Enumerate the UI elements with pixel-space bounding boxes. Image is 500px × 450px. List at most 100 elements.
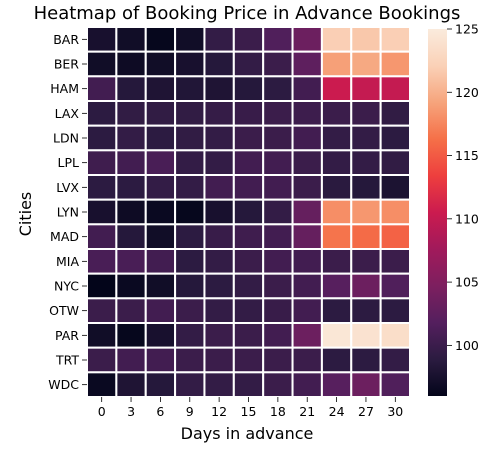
heatmap-cell-ber-24 xyxy=(322,52,351,77)
x-tick-label-24: 24 xyxy=(329,404,345,419)
heatmap-cell-ldn-6 xyxy=(146,126,175,151)
heatmap-cell-lpl-30 xyxy=(381,150,410,175)
heatmap-cell-wdc-21 xyxy=(293,372,322,397)
heatmap-cell-lvx-30 xyxy=(381,175,410,200)
y-tick-label-lax: LAX xyxy=(55,106,80,121)
colorbar-tick-label-100: 100 xyxy=(455,338,479,353)
heatmap-cell-trt-15 xyxy=(234,348,263,373)
heatmap-cell-lax-12 xyxy=(204,101,233,126)
heatmap-cell-lyn-12 xyxy=(204,200,233,225)
heatmap-cell-lax-3 xyxy=(116,101,145,126)
heatmap-cell-wdc-24 xyxy=(322,372,351,397)
heatmap-cell-mia-0 xyxy=(87,249,116,274)
heatmap-cell-trt-24 xyxy=(322,348,351,373)
heatmap-cell-lvx-24 xyxy=(322,175,351,200)
heatmap-cell-lax-18 xyxy=(263,101,292,126)
heatmap-cell-wdc-30 xyxy=(381,372,410,397)
heatmap-cell-lax-0 xyxy=(87,101,116,126)
heatmap-cell-wdc-6 xyxy=(146,372,175,397)
heatmap-cell-ham-0 xyxy=(87,76,116,101)
heatmap-cell-wdc-18 xyxy=(263,372,292,397)
heatmap-cell-trt-30 xyxy=(381,348,410,373)
heatmap-cell-lax-6 xyxy=(146,101,175,126)
heatmap-cell-trt-27 xyxy=(351,348,380,373)
heatmap-cell-lyn-9 xyxy=(175,200,204,225)
heatmap-cell-lyn-24 xyxy=(322,200,351,225)
heatmap-cell-ham-27 xyxy=(351,76,380,101)
y-tick-label-mia: MIA xyxy=(56,254,79,269)
y-tick-label-trt: TRT xyxy=(55,353,79,368)
heatmap-cell-ldn-27 xyxy=(351,126,380,151)
heatmap-cell-bar-0 xyxy=(87,27,116,52)
heatmap-cell-bar-21 xyxy=(293,27,322,52)
heatmap-cell-bar-18 xyxy=(263,27,292,52)
y-tick-label-lpl: LPL xyxy=(58,155,80,170)
heatmap-cell-lvx-6 xyxy=(146,175,175,200)
y-tick-label-mad: MAD xyxy=(50,229,79,244)
colorbar xyxy=(428,29,447,396)
y-axis-label: Cities xyxy=(16,192,35,237)
y-tick-labels: BAR BER HAM LAX LDN LPL LVX LYN MAD MIA NYC OTW PAR T… xyxy=(48,32,87,392)
heatmap-cell-bar-30 xyxy=(381,27,410,52)
heatmap-cell-trt-12 xyxy=(204,348,233,373)
y-tick-label-ldn: LDN xyxy=(53,131,79,146)
heatmap-cell-lpl-0 xyxy=(87,150,116,175)
heatmap-cell-mia-3 xyxy=(116,249,145,274)
heatmap-cell-otw-27 xyxy=(351,298,380,323)
heatmap-cell-mad-6 xyxy=(146,224,175,249)
heatmap-cell-ber-9 xyxy=(175,52,204,77)
heatmap-cell-otw-18 xyxy=(263,298,292,323)
heatmap-cell-wdc-12 xyxy=(204,372,233,397)
heatmap-cell-otw-30 xyxy=(381,298,410,323)
heatmap-cell-ldn-21 xyxy=(293,126,322,151)
heatmap-cell-lax-15 xyxy=(234,101,263,126)
colorbar-tick-label-110: 110 xyxy=(455,211,479,226)
heatmap-cell-ber-30 xyxy=(381,52,410,77)
heatmap-cell-otw-9 xyxy=(175,298,204,323)
heatmap-cell-bar-24 xyxy=(322,27,351,52)
y-tick-label-lvx: LVX xyxy=(56,180,79,195)
x-tick-label-9: 9 xyxy=(186,404,194,419)
heatmap-cell-bar-12 xyxy=(204,27,233,52)
heatmap-cell-mad-24 xyxy=(322,224,351,249)
heatmap-cell-otw-15 xyxy=(234,298,263,323)
colorbar-tick-label-120: 120 xyxy=(455,85,479,100)
heatmap-cell-otw-12 xyxy=(204,298,233,323)
heatmap-cell-ham-30 xyxy=(381,76,410,101)
heatmap-cell-lax-21 xyxy=(293,101,322,126)
heatmap-cell-nyc-15 xyxy=(234,274,263,299)
heatmap-cell-ber-0 xyxy=(87,52,116,77)
heatmap-cell-par-15 xyxy=(234,323,263,348)
heatmap-cell-mia-6 xyxy=(146,249,175,274)
heatmap-cell-par-3 xyxy=(116,323,145,348)
heatmap-cell-bar-6 xyxy=(146,27,175,52)
heatmap-cell-otw-24 xyxy=(322,298,351,323)
heatmap-cell-par-21 xyxy=(293,323,322,348)
heatmap-cell-ham-3 xyxy=(116,76,145,101)
heatmap-cell-lvx-21 xyxy=(293,175,322,200)
chart-title: Heatmap of Booking Price in Advance Book… xyxy=(34,3,461,24)
heatmap-cell-lvx-15 xyxy=(234,175,263,200)
heatmap-cell-ham-6 xyxy=(146,76,175,101)
heatmap-cell-mad-3 xyxy=(116,224,145,249)
heatmap-cell-ldn-12 xyxy=(204,126,233,151)
heatmap-cell-mad-15 xyxy=(234,224,263,249)
heatmap-cell-nyc-21 xyxy=(293,274,322,299)
heatmap-cell-par-30 xyxy=(381,323,410,348)
y-tick-label-otw: OTW xyxy=(49,303,79,318)
heatmap-cell-wdc-15 xyxy=(234,372,263,397)
heatmap-cell-otw-21 xyxy=(293,298,322,323)
heatmap-cell-wdc-9 xyxy=(175,372,204,397)
x-tick-label-27: 27 xyxy=(358,404,374,419)
heatmap-cell-mad-0 xyxy=(87,224,116,249)
heatmap-cell-lyn-18 xyxy=(263,200,292,225)
heatmap-cell-otw-3 xyxy=(116,298,145,323)
x-tick-label-30: 30 xyxy=(387,404,403,419)
heatmap-cell-ldn-24 xyxy=(322,126,351,151)
heatmap-cell-ham-24 xyxy=(322,76,351,101)
heatmap-cell-ldn-30 xyxy=(381,126,410,151)
heatmap-cell-ber-12 xyxy=(204,52,233,77)
heatmap-cell-lpl-6 xyxy=(146,150,175,175)
heatmap-cell-nyc-12 xyxy=(204,274,233,299)
